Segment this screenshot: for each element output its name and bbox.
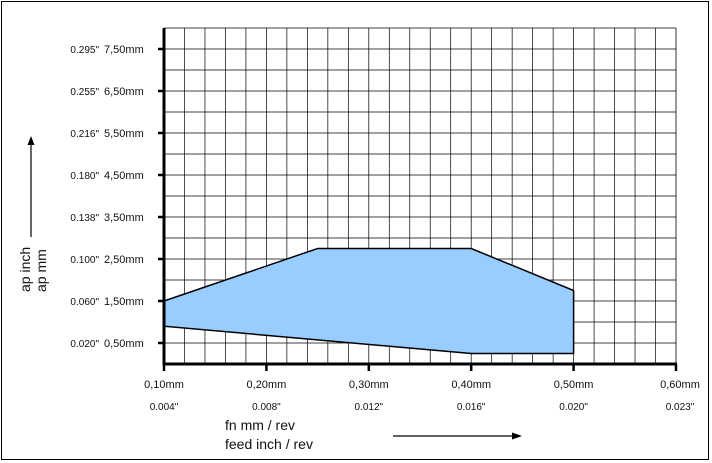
y-tick-label-inch: 0.060": [70, 297, 99, 308]
x-tick-label-mm: 0,50mm: [554, 379, 594, 391]
x-tick-label-inch: 0.012": [355, 402, 384, 413]
x-tick-label-inch: 0.023": [666, 402, 695, 413]
y-tick-label-inch: 0.255": [70, 87, 99, 98]
y-tick-label-mm: 0,50mm: [104, 338, 144, 350]
y-tick-label-mm: 4,50mm: [104, 170, 144, 182]
y-axis-title-line-1: ap inch: [17, 247, 33, 292]
cutting-region: [163, 247, 575, 355]
y-tick-labels: 0.295" 7,50mm 0.255" 6,50mm 0.216" 5,50mm 0.18…: [70, 44, 143, 350]
y-tick-label-mm: 3,50mm: [104, 212, 144, 224]
y-tick-label-mm: 2,50mm: [104, 254, 144, 266]
y-tick-label-mm: 1,50mm: [104, 296, 144, 308]
x-tick-label-inch: 0.020": [559, 402, 588, 413]
y-tick-label-inch: 0.020": [70, 339, 99, 350]
y-tick-label-inch: 0.295": [70, 45, 99, 56]
y-tick-label-mm: 6,50mm: [104, 86, 144, 98]
x-tick-label-mm: 0,10mm: [144, 379, 184, 391]
x-tick-label-mm: 0,30mm: [349, 379, 389, 391]
y-tick-label-mm: 5,50mm: [104, 128, 144, 140]
y-tick-label-inch: 0.216": [70, 129, 99, 140]
y-axis-title: ap inch ap mm: [17, 247, 49, 292]
x-axis-title-line-1: fn mm / rev: [225, 417, 295, 433]
x-tick-label-inch: 0.008": [252, 402, 281, 413]
x-tick-label-inch: 0.016": [457, 402, 486, 413]
x-tick-label-inch: 0.004": [150, 402, 179, 413]
x-tick-label-mm: 0,60mm: [660, 379, 700, 391]
x-axis-arrow-icon: [393, 432, 522, 440]
y-tick-label-inch: 0.180": [70, 171, 99, 182]
y-tick-label-inch: 0.138": [70, 213, 99, 224]
x-tick-label-mm: 0,20mm: [247, 379, 287, 391]
x-tick-label-mm: 0,40mm: [451, 379, 491, 391]
y-tick-label-mm: 7,50mm: [104, 44, 144, 56]
axes: [158, 28, 678, 371]
y-axis-arrow-icon: [27, 136, 35, 237]
y-tick-label-inch: 0.100": [70, 255, 99, 266]
x-tick-labels: 0,10mm 0.004" 0,20mm 0.008" 0,30mm 0.012" 0,40…: [144, 379, 700, 413]
x-axis-title-line-2: feed inch / rev: [225, 436, 313, 452]
y-axis-title-line-2: ap mm: [33, 249, 49, 292]
